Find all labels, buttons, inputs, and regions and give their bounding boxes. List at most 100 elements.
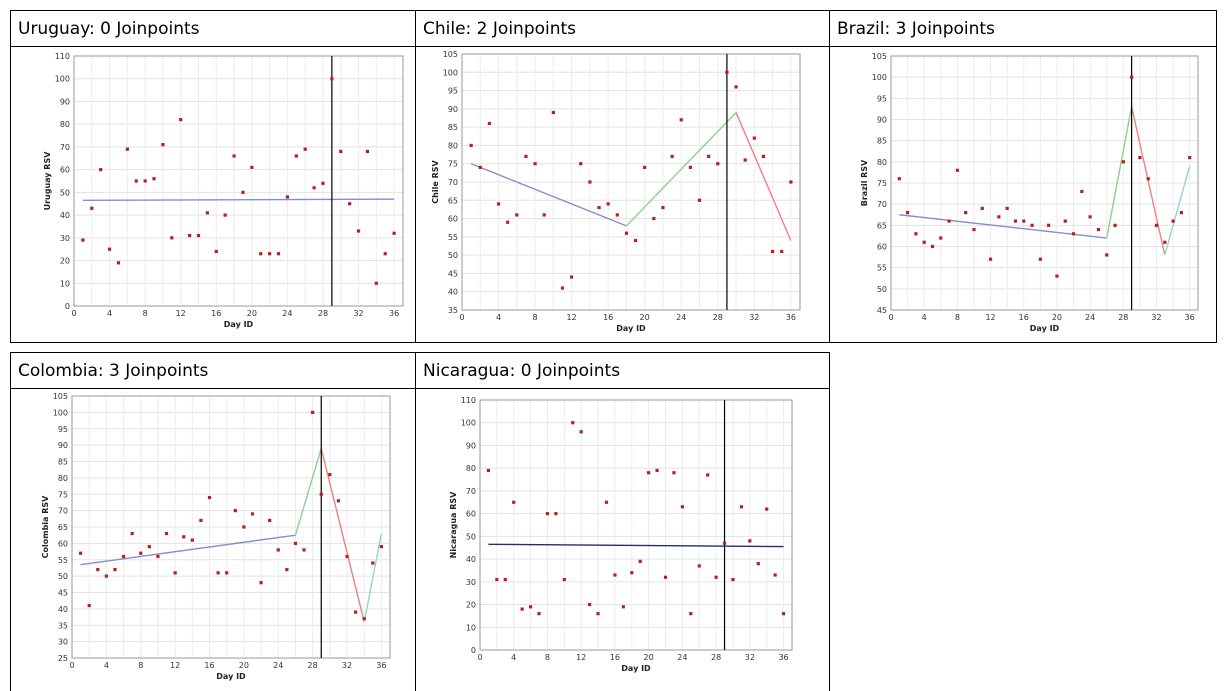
- data-point: [1096, 227, 1101, 232]
- data-point: [311, 410, 315, 414]
- y-tick-label: 90: [60, 97, 70, 106]
- y-tick-label: 65: [58, 523, 68, 532]
- y-tick-label: 40: [448, 288, 458, 297]
- data-point: [773, 573, 777, 577]
- data-point: [515, 213, 519, 217]
- x-tick-label: 24: [676, 313, 686, 322]
- data-point: [216, 571, 220, 575]
- y-tick-label: 55: [58, 556, 68, 565]
- scatter-plot-colombia: 25 30 35 40 45 50 55 60 65 70 75 80 85 90 95 100 105 0 4 8 1…: [41, 392, 391, 681]
- data-point: [1071, 232, 1076, 236]
- data-point: [348, 202, 352, 206]
- data-point: [1171, 219, 1175, 223]
- y-tick-label: 30: [466, 578, 476, 587]
- y-tick-label: 55: [448, 233, 458, 242]
- data-point: [107, 247, 112, 251]
- data-point: [1005, 206, 1009, 210]
- x-tick-label: 20: [640, 313, 650, 322]
- x-tick-label: 28: [308, 661, 318, 670]
- data-point: [604, 500, 609, 504]
- data-point: [303, 147, 307, 151]
- data-point: [125, 147, 129, 151]
- y-tick-label: 100: [872, 73, 887, 82]
- data-point: [725, 70, 729, 74]
- data-point: [330, 77, 334, 81]
- y-tick-label: 110: [461, 396, 476, 405]
- x-axis-label: Day ID: [1030, 324, 1060, 333]
- data-point: [173, 571, 177, 575]
- data-point: [196, 233, 201, 238]
- x-tick-label: 12: [176, 309, 186, 318]
- data-point: [293, 541, 298, 545]
- data-point: [997, 215, 1001, 219]
- data-point: [697, 564, 701, 568]
- x-axis-label: Day ID: [216, 672, 246, 681]
- x-tick-label: 24: [677, 653, 687, 662]
- data-point: [121, 554, 126, 559]
- data-point: [947, 219, 951, 223]
- plot-frame: [479, 399, 793, 651]
- data-point: [241, 190, 245, 194]
- y-tick-label: 40: [60, 211, 70, 220]
- x-tick-label: 4: [496, 313, 501, 322]
- x-tick-label: 36: [376, 661, 386, 670]
- data-point: [663, 575, 668, 579]
- y-tick-label: 70: [466, 487, 476, 496]
- y-tick-label: 90: [448, 105, 458, 114]
- y-tick-label: 90: [466, 441, 476, 450]
- data-point: [939, 236, 943, 240]
- y-tick-label: 10: [60, 279, 70, 288]
- data-point: [1047, 223, 1051, 227]
- data-point: [520, 607, 524, 611]
- data-point: [1121, 160, 1125, 164]
- data-point: [680, 505, 684, 509]
- y-tick-label: 50: [448, 251, 458, 260]
- data-point: [905, 211, 910, 215]
- data-point: [655, 468, 659, 473]
- data-point: [1130, 75, 1134, 79]
- data-point: [336, 499, 341, 503]
- x-tick-label: 16: [610, 653, 620, 662]
- data-point: [242, 525, 246, 529]
- y-tick-label: 110: [55, 52, 70, 61]
- data-point: [570, 275, 574, 279]
- data-point: [182, 535, 186, 539]
- data-point: [156, 554, 160, 559]
- data-point: [179, 118, 183, 122]
- x-tick-label: 16: [603, 313, 613, 322]
- data-point: [170, 236, 174, 240]
- x-tick-label: 0: [69, 661, 74, 670]
- x-tick-label: 36: [389, 309, 399, 318]
- data-point: [630, 571, 634, 575]
- data-point: [672, 471, 676, 475]
- data-point: [551, 110, 555, 115]
- data-point: [914, 232, 918, 236]
- data-point: [383, 252, 387, 256]
- data-point: [503, 577, 507, 582]
- x-tick-label: 12: [567, 313, 577, 322]
- x-tick-label: 36: [786, 313, 796, 322]
- data-point: [922, 240, 926, 244]
- data-point: [689, 612, 693, 616]
- x-tick-label: 28: [711, 653, 721, 662]
- data-point: [285, 567, 289, 572]
- data-point: [207, 495, 212, 500]
- data-point: [469, 143, 473, 148]
- data-point: [1179, 211, 1184, 215]
- data-point: [588, 602, 592, 607]
- data-point: [1038, 257, 1042, 261]
- y-tick-label: 90: [877, 116, 887, 125]
- trend-segment: [1130, 106, 1166, 256]
- trend-segment: [82, 198, 395, 202]
- chart-title: Nicaragua: 0 Joinpoints: [416, 353, 829, 389]
- data-point: [524, 154, 528, 158]
- y-tick-label: 80: [466, 464, 476, 473]
- data-point: [392, 231, 396, 235]
- x-tick-label: 28: [318, 309, 328, 318]
- data-point: [1030, 223, 1034, 227]
- data-point: [707, 154, 711, 158]
- y-tick-label: 80: [877, 158, 887, 167]
- data-point: [99, 168, 103, 172]
- data-point: [214, 249, 218, 254]
- y-tick-label: 70: [60, 143, 70, 152]
